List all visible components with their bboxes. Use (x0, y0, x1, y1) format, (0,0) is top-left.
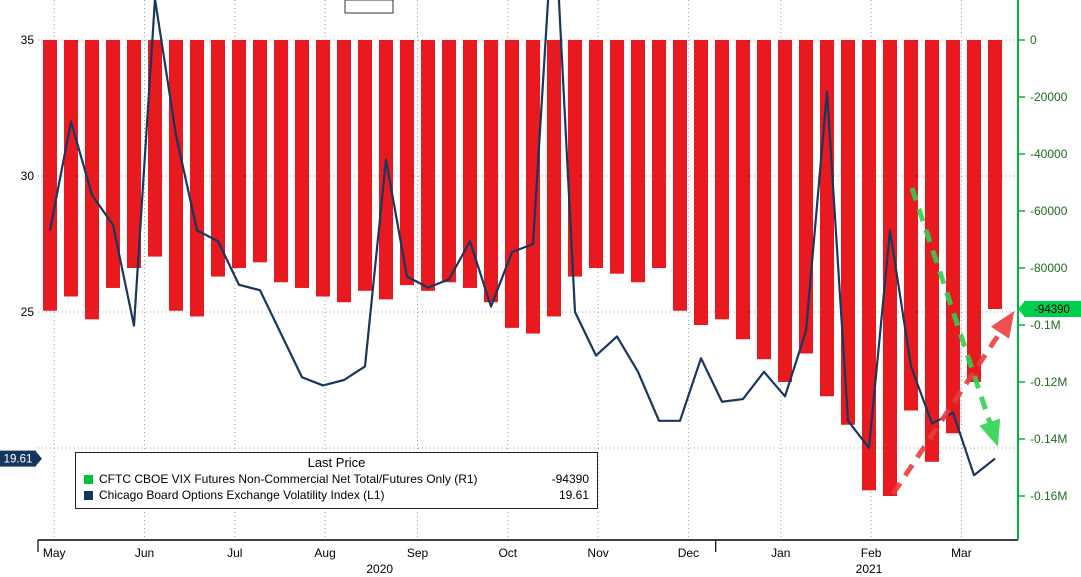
svg-text:Jan: Jan (771, 546, 790, 560)
legend-value-vix: 19.61 (558, 488, 589, 502)
legend-row-vix: Chicago Board Options Exchange Volatilit… (84, 487, 589, 503)
legend-value-futures: -94390 (551, 472, 589, 486)
inline-annotation-box (344, 0, 394, 14)
svg-text:Oct: Oct (498, 546, 517, 560)
svg-text:-0.14M: -0.14M (1030, 432, 1067, 446)
svg-text:-60000: -60000 (1030, 204, 1068, 218)
svg-text:Dec: Dec (678, 546, 699, 560)
right-axis-labels: 0 -20000 -40000 -60000 -80000 -0.1M -0.12M -0.1… (1018, 33, 1068, 503)
axes (37, 0, 1019, 552)
svg-text:2020: 2020 (366, 562, 393, 576)
svg-text:-0.12M: -0.12M (1030, 375, 1067, 389)
legend-label-vix: Chicago Board Options Exchange Volatilit… (99, 488, 385, 502)
svg-text:19.61: 19.61 (4, 454, 33, 466)
svg-text:Jul: Jul (227, 546, 242, 560)
x-axis-labels: May Jun Jul Aug Sep Oct Nov Dec Jan Feb Mar 2020 202… (43, 546, 972, 576)
vix-line (48, 0, 996, 477)
legend-label-futures: CFTC CBOE VIX Futures Non-Commercial Net… (99, 472, 478, 486)
green-dashed-arrow (909, 187, 1001, 447)
svg-text:-0.16M: -0.16M (1030, 489, 1067, 503)
trend-arrows (890, 187, 1015, 496)
legend-row-futures: CFTC CBOE VIX Futures Non-Commercial Net… (84, 471, 589, 487)
svg-text:25: 25 (21, 305, 35, 319)
left-axis-labels: 35 30 25 (21, 33, 35, 319)
svg-text:30: 30 (21, 169, 35, 183)
legend-swatch-vix-icon (84, 490, 93, 500)
svg-text:-94390: -94390 (1034, 304, 1070, 316)
red-dashed-arrow (890, 310, 1015, 496)
svg-text:Feb: Feb (861, 546, 882, 560)
legend-title: Last Price (307, 455, 366, 470)
legend-box: Last Price CFTC CBOE VIX Futures Non-Com… (75, 452, 598, 509)
svg-text:-0.1M: -0.1M (1030, 318, 1061, 332)
svg-text:Nov: Nov (587, 546, 608, 560)
futures-net-bars (43, 40, 1002, 496)
svg-text:2021: 2021 (856, 562, 883, 576)
legend-swatch-futures-icon (84, 474, 93, 484)
svg-text:-20000: -20000 (1030, 90, 1068, 104)
axis-value-badges: -94390 19.61 (0, 301, 1081, 467)
svg-text:Mar: Mar (951, 546, 972, 560)
svg-text:-80000: -80000 (1030, 261, 1068, 275)
svg-text:-40000: -40000 (1030, 147, 1068, 161)
svg-text:Jun: Jun (135, 546, 154, 560)
svg-text:35: 35 (21, 33, 35, 47)
svg-text:0: 0 (1030, 33, 1037, 47)
svg-text:Aug: Aug (314, 546, 335, 560)
svg-text:Sep: Sep (407, 546, 429, 560)
svg-text:May: May (43, 546, 66, 560)
